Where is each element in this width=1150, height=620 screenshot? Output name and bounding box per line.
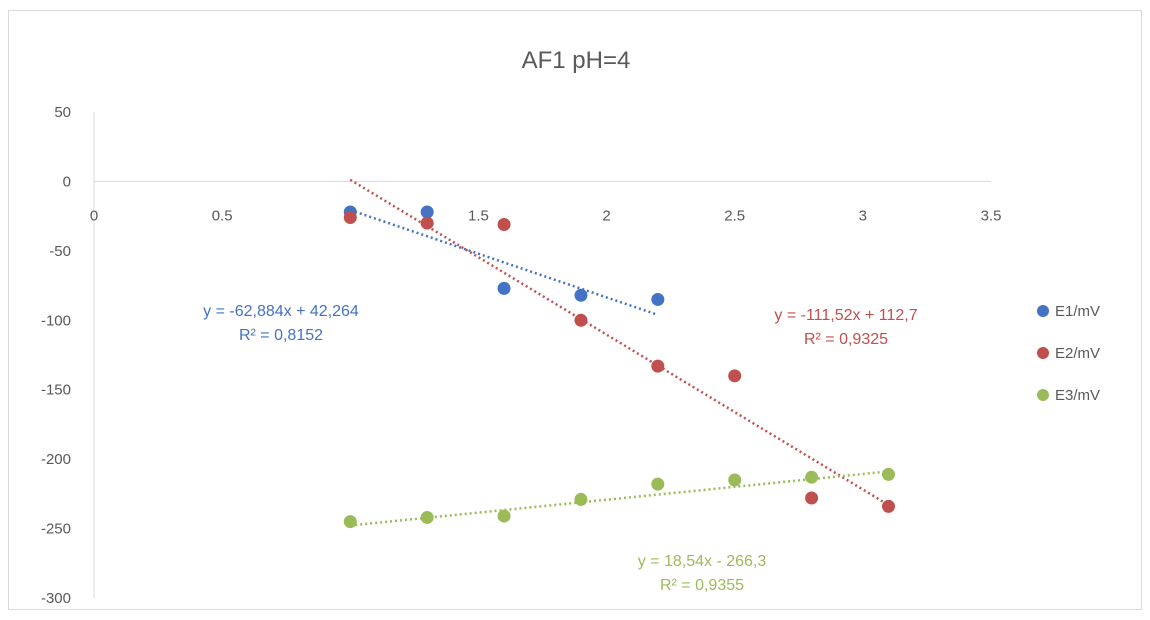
trendline-1 bbox=[349, 208, 659, 317]
data-point-series-1 bbox=[420, 205, 434, 219]
chart-title: AF1 pH=4 bbox=[522, 47, 631, 74]
data-point-series-1 bbox=[497, 281, 511, 295]
trendline-r-squared: R² = 0,8152 bbox=[239, 327, 323, 344]
data-point-series-3 bbox=[881, 467, 895, 481]
trendline-equation: y = 18,54x - 266,3 bbox=[638, 553, 767, 570]
y-tick-label: -300 bbox=[41, 590, 71, 607]
legend-label: E3/mV bbox=[1055, 387, 1100, 404]
x-tick-label: 2.5 bbox=[724, 207, 745, 224]
chart-area: AF1 pH=4 50 0 -50 -100 -150 -200 -250 -300 0 0.5 1… bbox=[8, 10, 1142, 610]
data-point-series-1 bbox=[651, 292, 665, 306]
data-point-series-3 bbox=[497, 509, 511, 523]
trendline-equation: y = -111,52x + 112,7 bbox=[774, 307, 917, 324]
trendline-r-squared: R² = 0,9325 bbox=[804, 331, 888, 348]
y-tick-label: -150 bbox=[41, 382, 71, 399]
data-point-series-2 bbox=[805, 491, 819, 505]
x-tick-label: 1.5 bbox=[468, 207, 489, 224]
data-point-series-3 bbox=[805, 470, 819, 484]
x-tick-label: 0.5 bbox=[212, 207, 233, 224]
x-tick-label: 3 bbox=[859, 207, 867, 224]
data-point-series-3 bbox=[574, 492, 588, 506]
y-tick-label: 0 bbox=[63, 173, 71, 190]
y-tick-label: -200 bbox=[41, 451, 71, 468]
trendline-equation: y = -62,884x + 42,264 bbox=[203, 303, 359, 320]
scatter-chart: AF1 pH=4 50 0 -50 -100 -150 -200 -250 -300 0 0.5 1… bbox=[41, 47, 1100, 607]
data-point-series-3 bbox=[343, 515, 357, 529]
data-point-series-2 bbox=[574, 313, 588, 327]
x-tick-label: 3.5 bbox=[981, 207, 1002, 224]
y-tick-label: -250 bbox=[41, 521, 71, 538]
data-point-series-3 bbox=[728, 473, 742, 487]
data-points bbox=[343, 205, 895, 529]
data-point-series-2 bbox=[651, 359, 665, 373]
x-tick-label: 2 bbox=[602, 207, 610, 224]
legend-marker bbox=[1037, 389, 1049, 401]
x-tick-label: 0 bbox=[90, 207, 98, 224]
data-point-series-2 bbox=[343, 211, 357, 225]
y-tick-label: -50 bbox=[49, 243, 71, 260]
data-point-series-3 bbox=[420, 510, 434, 524]
axes: 500-50-100-150-200-250-30000.511.522.533… bbox=[41, 104, 1001, 607]
data-point-series-2 bbox=[881, 499, 895, 513]
legend-marker bbox=[1037, 305, 1049, 317]
legend: E1/mV E2/mV E3/mV bbox=[1037, 303, 1100, 404]
legend-label: E1/mV bbox=[1055, 303, 1100, 320]
data-point-series-1 bbox=[574, 288, 588, 302]
trendline-3 bbox=[350, 470, 889, 527]
trendlines bbox=[349, 178, 890, 527]
data-point-series-2 bbox=[728, 369, 742, 383]
legend-marker bbox=[1037, 347, 1049, 359]
data-point-series-2 bbox=[420, 216, 434, 230]
y-tick-label: 50 bbox=[54, 104, 71, 121]
trendline-equations: y = -62,884x + 42,264 R² = 0,8152 y = -111… bbox=[203, 303, 918, 594]
trendline-r-squared: R² = 0,9355 bbox=[660, 577, 744, 594]
legend-label: E2/mV bbox=[1055, 345, 1100, 362]
data-point-series-3 bbox=[651, 477, 665, 491]
data-point-series-2 bbox=[497, 217, 511, 231]
y-tick-label: -100 bbox=[41, 312, 71, 329]
